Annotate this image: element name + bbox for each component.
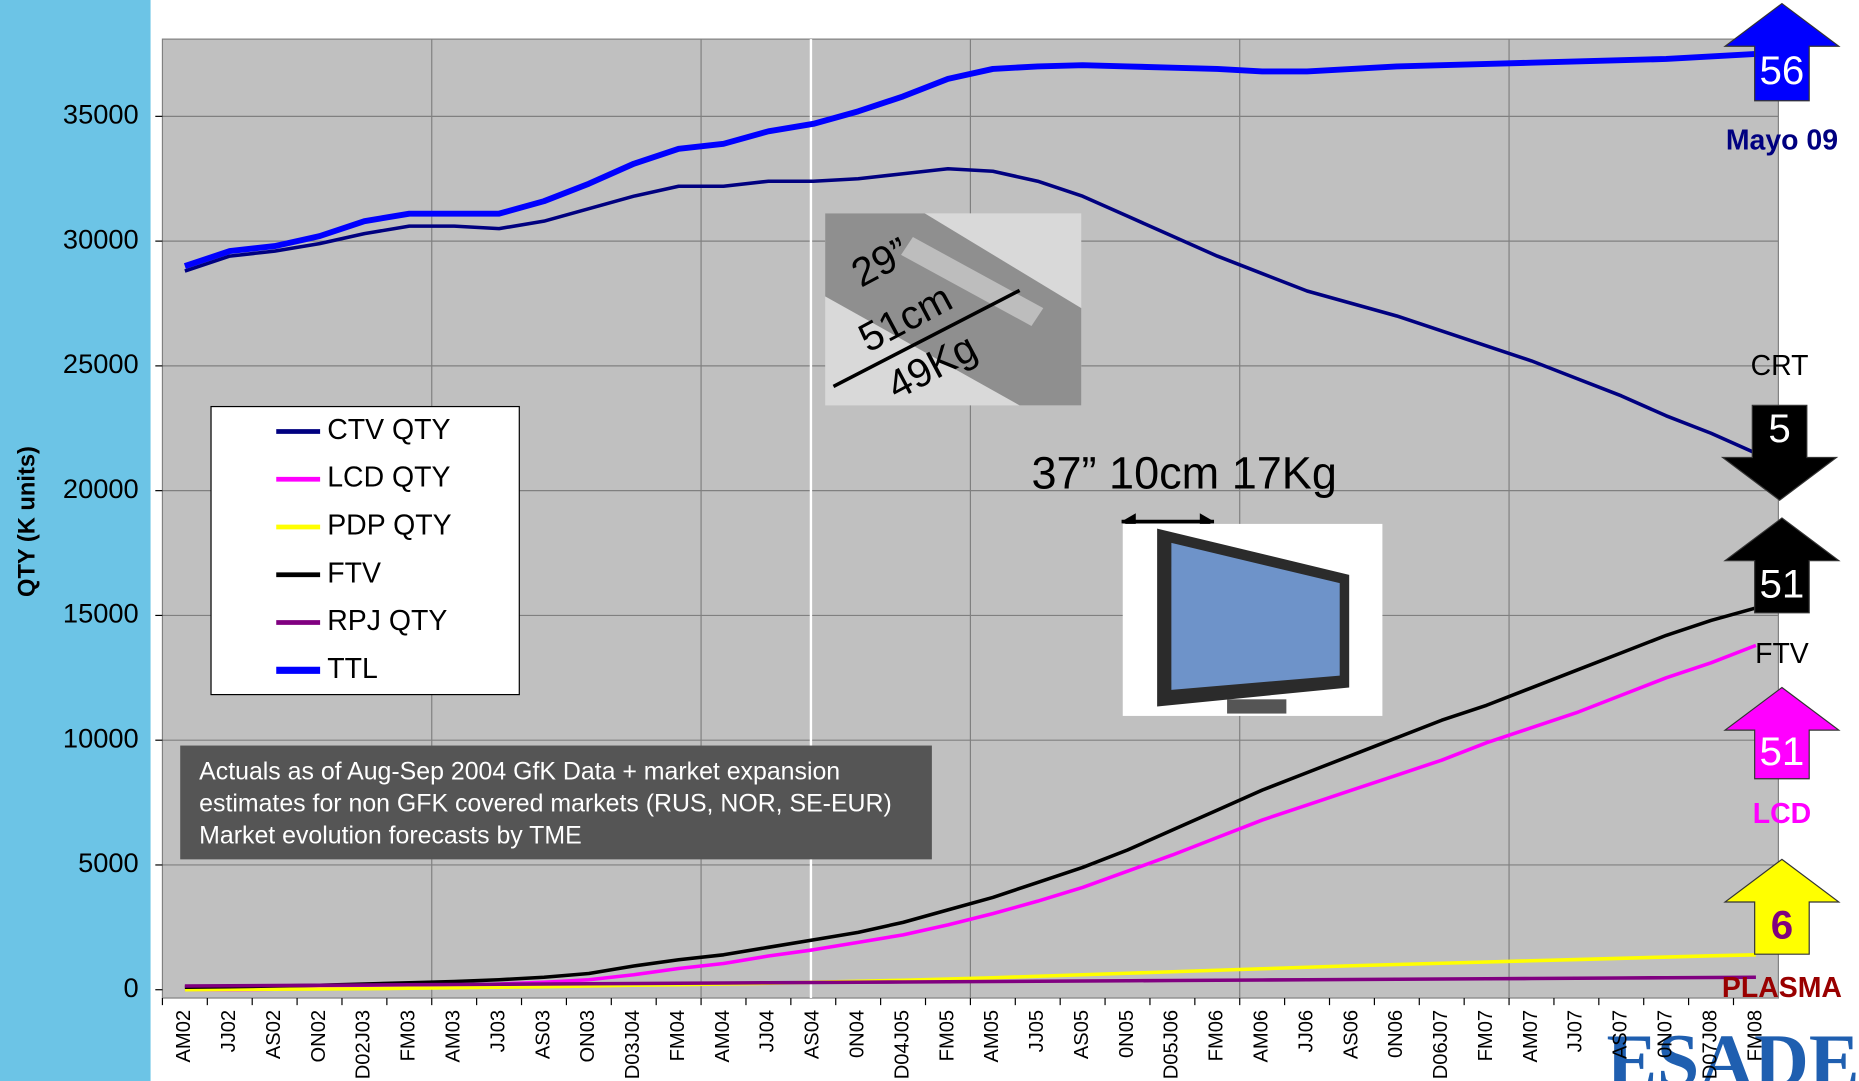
x-tick-label: JJ02 [218, 1010, 240, 1053]
x-tick-label: AM03 [443, 1010, 465, 1063]
y-tick-label: 5000 [78, 847, 139, 878]
legend-label: CTV QTY [327, 414, 450, 446]
y-tick-label: 10000 [63, 722, 139, 753]
logo: ESADE [1606, 1020, 1859, 1081]
tv-screen [1171, 542, 1340, 690]
series-line [184, 166, 1757, 455]
crt-photo: 29” 51cm 49Kg [825, 213, 1082, 408]
x-tick-label: 0N06 [1385, 1010, 1407, 1058]
x-tick-label: 0N05 [1116, 1010, 1138, 1058]
x-tick-label: AS04 [802, 1010, 824, 1059]
photo-shape [825, 213, 1082, 406]
x-tick-label: 0N04 [847, 1010, 869, 1058]
arrow-shape [1723, 2, 1841, 102]
x-tick-label: AS02 [263, 1010, 285, 1059]
legend-label: PDP QTY [327, 510, 451, 542]
x-tick-label: AM07 [1520, 1010, 1542, 1063]
x-tick-label: AS06 [1340, 1010, 1362, 1059]
y-tick-label: 30000 [63, 223, 139, 254]
side-strip [0, 0, 151, 1081]
y-axis-label: QTY (K units) [15, 446, 41, 597]
x-tick-label: FM07 [1475, 1010, 1497, 1061]
series-line [184, 953, 1756, 992]
x-tick-label: ON02 [308, 1010, 330, 1063]
x-tick-label: ON03 [577, 1010, 599, 1063]
x-tick-label: D03J04 [622, 1010, 644, 1079]
x-tick-label: D07J08 [1699, 1010, 1721, 1079]
legend-label: FTV [327, 557, 381, 589]
legend: CTV QTY LCD QTY PDP QTY FTV RPJ QTY TTL [210, 405, 520, 696]
photo-shape [901, 237, 1044, 326]
x-tick-label: FM06 [1206, 1010, 1228, 1061]
y-tick-label: 25000 [63, 348, 139, 379]
note-bg [180, 745, 932, 860]
x-tick-label: AS07 [1610, 1010, 1632, 1059]
note-text: Actuals as of Aug-Sep 2004 GfK Data + ma… [199, 757, 840, 785]
x-tick-label: FM04 [667, 1010, 689, 1061]
legend-label: TTL [327, 653, 378, 685]
note-box: Actuals as of Aug-Sep 2004 GfK Data + ma… [180, 745, 932, 860]
series-line [184, 606, 1757, 990]
x-tick-label: JJ06 [1295, 1010, 1317, 1053]
legend-box [210, 405, 520, 696]
x-tick-label: AM02 [173, 1010, 195, 1063]
arrow-caption: PLASMA [1722, 972, 1842, 1004]
legend-label: LCD QTY [327, 462, 450, 494]
x-tick-label: AS05 [1071, 1010, 1093, 1059]
x-tick-label: FM05 [936, 1010, 958, 1061]
series-line [184, 975, 1756, 988]
y-tick-label: 35000 [63, 99, 139, 130]
x-tick-label: D05J06 [1161, 1010, 1183, 1079]
arrow-caption: LCD [1753, 798, 1811, 830]
arrow-caption: FTV [1755, 638, 1809, 670]
tv-stand [1227, 699, 1287, 714]
x-tick-label: D04J05 [891, 1010, 913, 1079]
series-line [183, 51, 1757, 269]
photo-arrow [832, 288, 1021, 388]
arrows: 56 Mayo 09 5 CRT 51 FTV 51 LCD 6 PLASMA [1720, 2, 1842, 1004]
y-tick-label: 20000 [63, 473, 139, 504]
arrow-label: 5 [1768, 406, 1790, 451]
arrow-label: 51 [1760, 729, 1805, 774]
x-tick-label: AM05 [981, 1010, 1003, 1063]
y-tick-label: 15000 [63, 598, 139, 629]
arrow-shape [1723, 686, 1841, 780]
x-tick-label: JJ07 [1565, 1010, 1587, 1053]
note-text: Market evolution forecasts by TME [199, 821, 582, 849]
x-tick-label: AM04 [712, 1010, 734, 1063]
y-tick-label: 0 [124, 972, 139, 1003]
x-tick-label: 0N07 [1654, 1010, 1676, 1058]
series-group [183, 51, 1757, 992]
arrow-caption: Mayo 09 [1726, 125, 1838, 157]
x-tick-label: FM08 [1744, 1010, 1766, 1061]
legend-label: RPJ QTY [327, 605, 447, 637]
x-tick-label: AM06 [1250, 1010, 1272, 1063]
arrow-label: 51 [1760, 561, 1805, 606]
arrow-shape [1723, 858, 1841, 955]
arrow-caption: CRT [1751, 350, 1809, 382]
arrow-label: 6 [1771, 903, 1793, 948]
note-text: estimates for non GFK covered markets (R… [199, 789, 892, 817]
x-tick-label: JJ03 [487, 1010, 509, 1053]
x-tick-label: FM03 [398, 1010, 420, 1061]
x-tick-label: AS03 [532, 1010, 554, 1059]
x-tick-label: D02J03 [353, 1010, 375, 1079]
arrow-shape [1720, 404, 1839, 501]
arrow-shape [1723, 517, 1841, 614]
arrow-label: 56 [1760, 48, 1805, 93]
lcd-photo: 37” 10cm 17Kg [1031, 447, 1383, 716]
x-tick-label: JJ05 [1026, 1010, 1048, 1053]
callout-text: 37” 10cm 17Kg [1031, 447, 1336, 498]
x-tick-label: JJ04 [757, 1010, 779, 1053]
x-tick-label: D06J07 [1430, 1010, 1452, 1079]
